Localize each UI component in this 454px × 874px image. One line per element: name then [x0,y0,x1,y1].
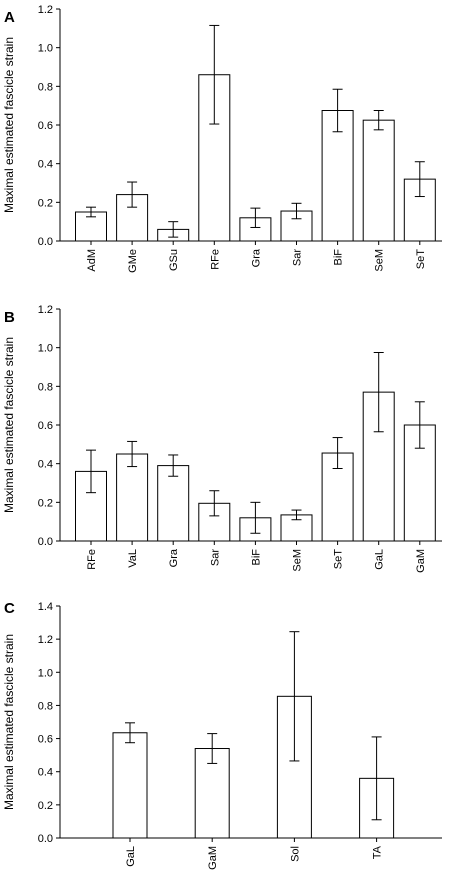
x-tick-label: RFe [86,549,98,570]
y-tick-label: 0.8 [38,81,53,93]
x-tick-label: GaL [374,549,386,570]
x-tick-label: Sar [209,549,221,566]
y-tick-label: 0.6 [38,120,53,132]
x-tick-label: Sar [292,249,304,266]
y-tick-label: 1.0 [38,343,53,355]
panel-c: C 0.0 0.2 0.4 0.6 0.8 1.0 1.2 1.4 Maximal estimat… [2,600,442,870]
y-tick-label: 0.0 [38,536,53,548]
x-tick-label: GMe [127,249,139,273]
y-tick-label: 0.8 [38,381,53,393]
x-tick-label: BiF [333,249,345,266]
y-tick-label: 1.2 [38,634,53,646]
x-tick-label: TA [372,845,384,859]
y-axis-label: Maximal estimated fascicle strain [2,337,16,513]
y-axis-label: Maximal estimated fascicle strain [2,634,16,810]
bar-gra [157,465,190,542]
panel-b: B 0.0 0.2 0.4 0.6 0.8 1.0 1.2 Maximal estimated … [2,304,442,573]
x-tick-label: SeM [292,549,304,572]
x-tick-label: SeT [333,549,345,569]
panel-a: A 0.0 0.2 0.4 0.6 0.8 1.0 1.2 Maximal estimated … [2,4,442,273]
x-tick-label: GSu [168,249,180,271]
x-tick-label: GaM [207,846,219,870]
x-tick-label: Gra [168,548,180,567]
y-tick-label: 0.6 [38,734,53,746]
y-tick-label: 0.2 [38,197,53,209]
x-tick-label: SeT [415,249,427,269]
y-tick-label: 0.4 [38,767,53,779]
y-axis-label: Maximal estimated fascicle strain [2,37,16,213]
y-tick-label: 1.4 [38,601,53,613]
y-tick-label: 0.4 [38,159,53,171]
x-tick-label: SeM [374,249,386,272]
x-tick-label: GaM [415,549,427,573]
panel-label: A [4,9,15,26]
x-tick-label: Gra [250,248,262,267]
y-tick-label: 0.0 [38,236,53,248]
y-tick-label: 0.6 [38,420,53,432]
y-tick-label: 1.0 [38,43,53,55]
x-tick-label: Sol [289,846,301,862]
y-tick-label: 0.8 [38,700,53,712]
panel-label: C [4,600,15,617]
y-tick-label: 1.2 [38,304,53,316]
bar-val [116,453,149,542]
x-tick-label: RFe [209,249,221,270]
y-tick-label: 0.2 [38,497,53,509]
x-tick-label: GaL [125,846,137,867]
bar-sem [362,119,395,242]
y-tick-label: 0.4 [38,459,53,471]
y-tick-label: 1.0 [38,667,53,679]
x-tick-label: BiF [250,549,262,566]
y-tick-label: 0.2 [38,800,53,812]
panel-label: B [4,309,15,326]
bar-gal [112,732,148,839]
y-tick-label: 1.2 [38,4,53,16]
x-tick-label: AdM [86,249,98,272]
x-tick-label: VaL [127,549,139,568]
y-tick-label: 0.0 [38,833,53,845]
